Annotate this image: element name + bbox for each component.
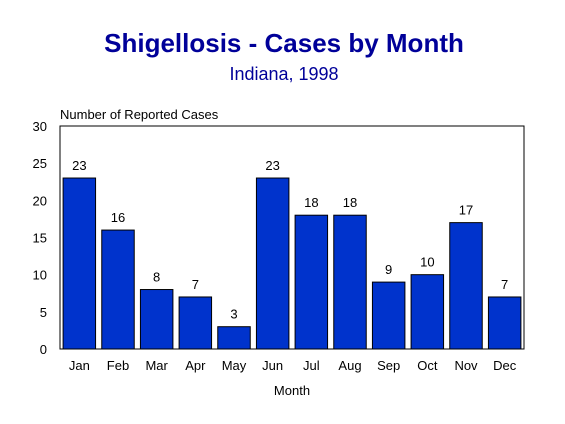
- y-tick-label: 20: [33, 193, 47, 208]
- bar-jul: [294, 214, 329, 350]
- bar-value-label: 3: [230, 307, 237, 322]
- bar-value-label: 10: [420, 255, 434, 270]
- bar-value-labels: 23 16 8 7 3 23 18 18 9 10 17 7: [72, 158, 508, 322]
- bar-apr: [178, 296, 213, 350]
- x-tick-label: Mar: [145, 358, 168, 373]
- bar-dec: [487, 296, 522, 350]
- y-tick-label: 15: [33, 231, 47, 246]
- chart-title: Shigellosis - Cases by Month: [104, 28, 464, 58]
- bar-value-label: 18: [343, 195, 357, 210]
- y-axis-ticks: 0 5 10 15 20 25 30: [33, 119, 47, 357]
- x-tick-label: Apr: [185, 358, 206, 373]
- bar-jan: [62, 177, 97, 350]
- x-axis-ticks: Jan Feb Mar Apr May Jun Jul Aug Sep Oct Nov Dec: [69, 358, 517, 373]
- bar-value-label: 17: [459, 203, 473, 218]
- x-tick-label: Sep: [377, 358, 400, 373]
- y-tick-label: 25: [33, 156, 47, 171]
- bar-aug: [333, 214, 367, 350]
- bar-nov: [449, 222, 483, 350]
- plot-area-frame: [59, 125, 525, 350]
- y-tick-label: 5: [40, 305, 47, 320]
- x-tick-label: May: [222, 358, 247, 373]
- x-tick-label: Oct: [417, 358, 438, 373]
- bar-value-label: 23: [265, 158, 279, 173]
- bar-value-label: 8: [153, 270, 160, 285]
- bar-feb: [101, 229, 135, 350]
- bar-jun: [255, 177, 290, 350]
- bar-sep: [371, 281, 406, 350]
- x-tick-label: Aug: [338, 358, 361, 373]
- x-tick-label: Jul: [303, 358, 320, 373]
- bar-may: [217, 326, 251, 350]
- bar-value-label: 16: [111, 210, 125, 225]
- y-tick-label: 30: [33, 119, 47, 134]
- y-tick-label: 0: [40, 342, 47, 357]
- x-tick-label: Feb: [107, 358, 129, 373]
- x-tick-label: Dec: [493, 358, 517, 373]
- bar-value-label: 23: [72, 158, 86, 173]
- bar-mar: [139, 289, 174, 350]
- bars: [62, 177, 522, 350]
- x-axis-label: Month: [274, 383, 310, 398]
- y-tick-label: 10: [33, 268, 47, 283]
- x-tick-label: Jan: [69, 358, 90, 373]
- bar-value-label: 7: [192, 277, 199, 292]
- bar-oct: [410, 274, 445, 350]
- bar-value-label: 7: [501, 277, 508, 292]
- x-tick-label: Nov: [454, 358, 478, 373]
- bar-value-label: 18: [304, 195, 318, 210]
- chart-subtitle: Indiana, 1998: [229, 64, 338, 84]
- x-tick-label: Jun: [262, 358, 283, 373]
- y-axis-label: Number of Reported Cases: [60, 107, 219, 122]
- bar-value-label: 9: [385, 262, 392, 277]
